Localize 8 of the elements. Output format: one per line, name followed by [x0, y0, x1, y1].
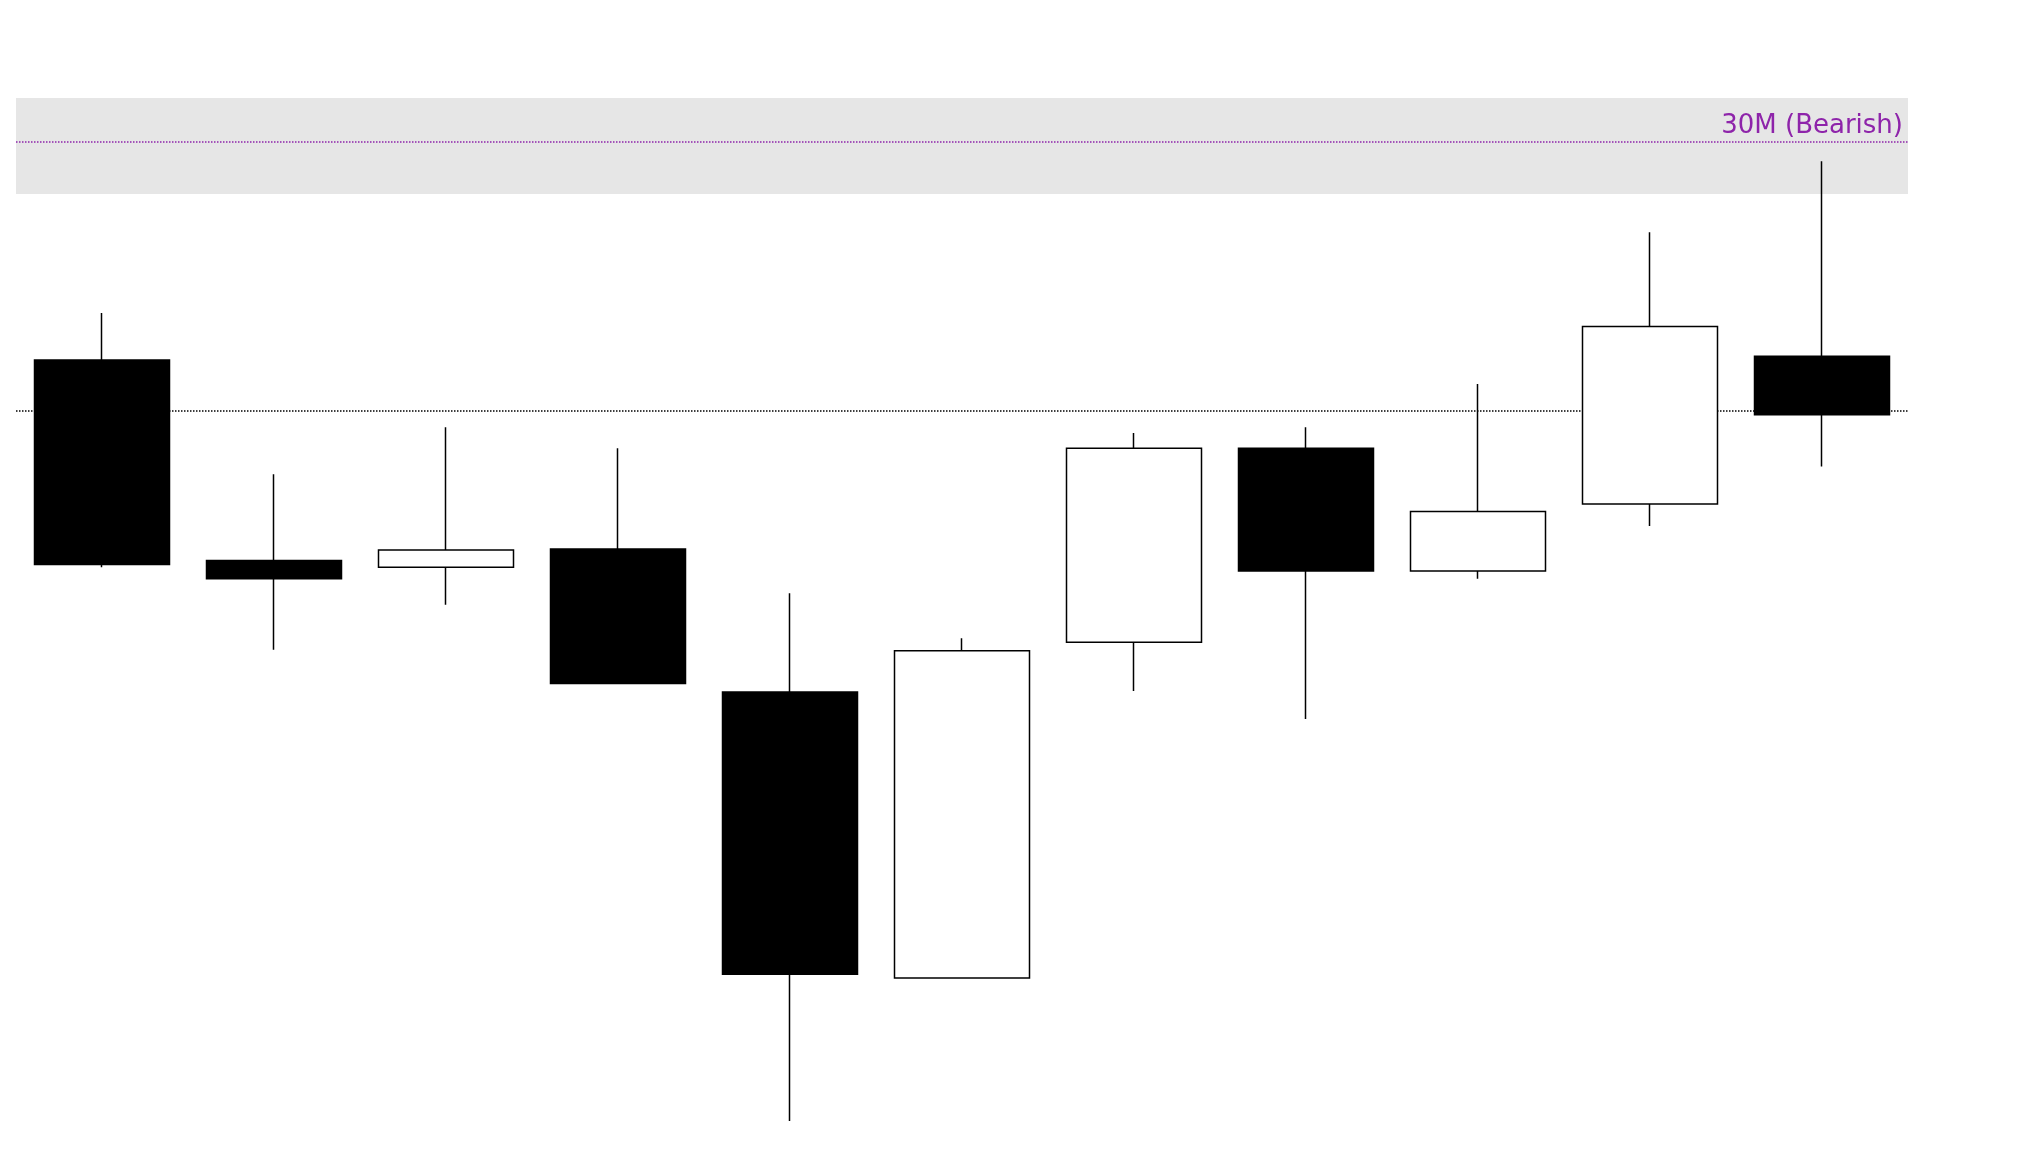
candlestick: [1237, 426, 1375, 720]
candlestick: [1065, 432, 1203, 692]
candlestick: [549, 447, 687, 685]
candlestick: [721, 592, 859, 1122]
candlestick: [893, 637, 1031, 979]
candlestick: [377, 426, 515, 606]
ref-line-label: 30M (Bearish): [1721, 109, 1903, 140]
candlestick: [205, 473, 343, 651]
